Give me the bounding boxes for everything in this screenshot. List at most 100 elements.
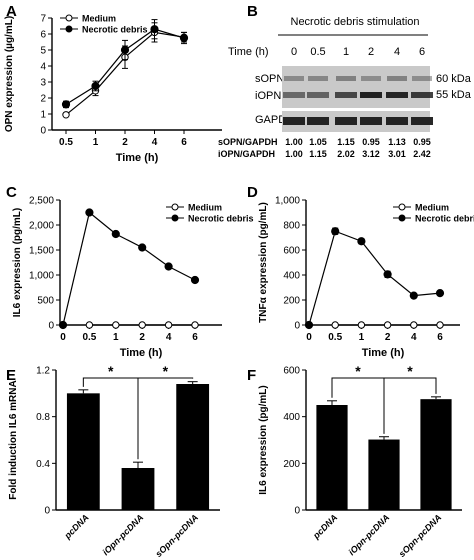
blot-band-sopn <box>387 76 407 81</box>
data-point <box>331 321 339 329</box>
x-tick-label: 4 <box>166 332 172 343</box>
y-axis-label: IL6 expression (pg/mL) <box>12 208 23 317</box>
blot-band-iopn <box>411 92 433 98</box>
x-tick-label: 6 <box>181 137 187 148</box>
data-point <box>410 321 418 329</box>
blot-band-gapdh <box>360 117 382 125</box>
blot-time-label: Time (h) <box>228 46 269 58</box>
iopn-ratio-value: 3.01 <box>388 149 406 159</box>
western-blot-panel: Necrotic debris stimulation Time (h) 0 0.… <box>218 16 472 159</box>
x-tick-label: sOpn-pcDNA <box>397 512 444 559</box>
blot-band-sopn <box>284 76 304 81</box>
blot-time-label: 0 <box>291 46 297 58</box>
blot-band-iopn <box>307 92 329 98</box>
x-tick-label: 6 <box>437 332 443 343</box>
blot-band-sopn <box>336 76 356 81</box>
x-tick-label: 2 <box>385 332 391 343</box>
sopn-ratio-label: sOPN/GAPDH <box>218 137 278 147</box>
panel-letter-c: C <box>6 184 17 201</box>
blot-band-iopn <box>283 92 305 98</box>
data-point <box>120 45 130 55</box>
data-point <box>331 227 340 236</box>
y-tick-label: 5 <box>40 46 46 57</box>
x-tick-label: 1 <box>93 137 99 148</box>
significance-bracket <box>383 377 437 434</box>
x-axis-label: Time (h) <box>362 347 405 359</box>
x-tick-label: sOpn-pcDNA <box>153 512 200 559</box>
y-tick-label: 500 <box>37 296 54 307</box>
blot-band-gapdh <box>335 117 357 125</box>
blot-band-gapdh <box>307 117 329 125</box>
bar <box>66 393 100 510</box>
y-tick-label: 2 <box>40 94 46 105</box>
chart-e: 0 0.4 0.8 1.2 Fold induction IL6 mRNA pcDNA iO… <box>8 363 220 559</box>
x-tick-label: 2 <box>122 137 128 148</box>
panel-letter-d: D <box>247 184 258 201</box>
x-tick-label: pcDNA <box>310 512 339 541</box>
legend-label: Necrotic debris <box>188 214 254 224</box>
sopn-ratio-value: 1.15 <box>337 137 355 147</box>
data-point <box>111 229 120 239</box>
blot-band-iopn <box>335 92 357 98</box>
blot-weight-60: 60 kDa <box>436 73 472 85</box>
x-tick-label: 1 <box>113 332 119 343</box>
data-point <box>150 25 159 34</box>
data-point <box>164 262 173 271</box>
sopn-ratio-value: 1.05 <box>309 137 327 147</box>
y-tick-label: 1,500 <box>29 246 54 257</box>
x-tick-label: pcDNA <box>62 512 91 541</box>
y-tick-label: 200 <box>283 296 300 307</box>
x-tick-label: 6 <box>192 332 198 343</box>
blot-band-sopn <box>412 76 432 81</box>
y-tick-label: 1,000 <box>29 271 54 282</box>
data-point <box>435 289 445 298</box>
blot-band-gapdh <box>386 117 408 125</box>
x-tick-label: 4 <box>411 332 417 343</box>
x-tick-label: 0.5 <box>82 332 96 343</box>
iopn-ratio-value: 1.15 <box>309 149 327 159</box>
blot-band-iopn <box>360 92 382 98</box>
data-point <box>112 321 120 329</box>
y-axis-label: IL6 expression (pg/mL) <box>258 385 269 494</box>
data-point <box>357 237 366 246</box>
x-tick-label: 1 <box>359 332 365 343</box>
y-tick-label: 1,000 <box>275 196 300 207</box>
chart-c: 0 500 1,000 1,500 2,000 2,500 0 0.5 1 2 4 6 Time (h)… <box>12 196 254 360</box>
y-tick-label: 7 <box>40 14 46 25</box>
legend-marker <box>398 214 406 222</box>
blot-row-label-iopn: iOPN <box>255 90 281 102</box>
iopn-ratio-value: 2.02 <box>337 149 355 159</box>
y-tick-label: 2,000 <box>29 221 54 232</box>
data-point <box>164 321 173 329</box>
y-tick-label: 0.4 <box>36 459 50 470</box>
y-tick-label: 0 <box>44 506 50 517</box>
blot-ratios: 1.00 1.05 1.15 0.95 1.13 0.95 1.00 1.15 2.02 3.12… <box>285 137 431 159</box>
chart-a: 0 1 2 3 4 5 6 7 0.5 1 2 4 6 Time (h) OPN expression (µ… <box>4 14 222 164</box>
blot-bands <box>283 76 433 125</box>
y-tick-label: 200 <box>283 459 300 470</box>
data-point <box>190 275 200 285</box>
data-point <box>138 243 147 252</box>
legend-label: Necrotic debris <box>82 25 148 35</box>
data-point <box>436 321 444 329</box>
x-tick-label: 4 <box>152 137 158 148</box>
y-tick-label: 2,500 <box>29 196 54 207</box>
x-tick-label: iOpn-pcDNA <box>347 512 392 557</box>
y-tick-label: 0 <box>48 321 54 332</box>
blot-band-gapdh <box>411 117 433 125</box>
legend-label: Medium <box>415 203 449 213</box>
bar <box>368 439 400 510</box>
y-axis-label: OPN expression (µg/mL) <box>4 16 15 132</box>
y-axis-label: TNFα expression (pg/mL) <box>258 202 269 323</box>
y-tick-label: 6 <box>40 30 46 41</box>
y-tick-label: 0 <box>294 321 300 332</box>
bar <box>176 384 210 510</box>
blot-time-label: 4 <box>394 46 400 58</box>
blot-time-label: 0.5 <box>310 46 325 58</box>
data-point <box>61 100 71 109</box>
panel-letter-a: A <box>6 3 17 20</box>
x-axis-label: Time (h) <box>120 347 163 359</box>
data-point <box>91 81 100 91</box>
data-point <box>138 321 146 329</box>
